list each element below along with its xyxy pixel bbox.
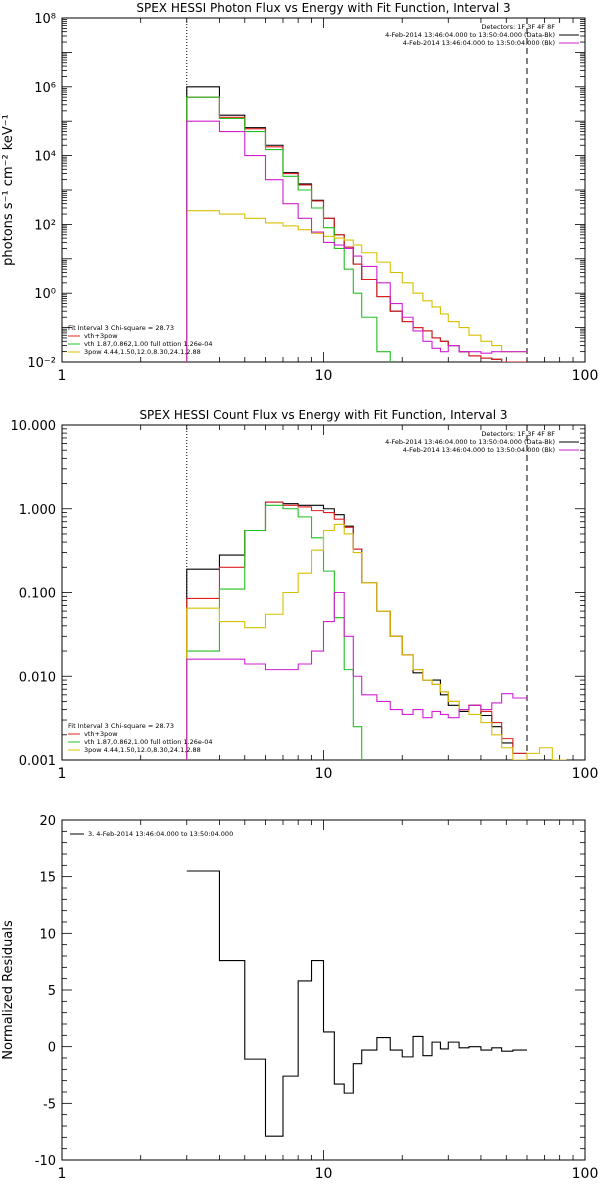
y-tick-label: 0.010 (19, 670, 56, 685)
x-tick-label: 100 (572, 1166, 599, 1182)
y-tick-label: 0.001 (19, 754, 56, 769)
legend-entry-text: 3pow 4.44,1.50,12.0,8.30,24.1,2.88 (84, 348, 201, 356)
legend-entry-text: 4-Feb-2014 13:46:04.000 to 13:50:04.000 … (403, 446, 555, 454)
legend-entry-text: vth+3pow (84, 332, 118, 340)
y-tick-label: -5 (43, 1097, 56, 1112)
y-tick-label: 10² (34, 218, 56, 233)
x-tick-label: 1 (58, 766, 67, 782)
y-tick-label: 20 (39, 814, 56, 829)
chart-panel-2: SPEX HESSI Count Flux vs Energy with Fit… (11, 408, 599, 782)
chart-panel-3: Normalized Residuals 1 10 100 -10 -5 0 5 10 15 20 3… (1, 814, 598, 1182)
legend-entry-text: vth+3pow (84, 730, 118, 738)
series-line-3pow (186, 523, 567, 760)
y-tick-label: 1.000 (19, 503, 56, 518)
x-tick-label: 100 (572, 368, 599, 384)
y-tick-label: 5 (48, 984, 56, 999)
legend-entry-text: 3pow 4.44,1.50,12.0,8.30,24.1,2.88 (84, 746, 201, 754)
y-tick-label: 10 (39, 927, 56, 942)
y-tick-label: 10⁴ (34, 150, 56, 165)
legend-entry-text: Detectors: 1F 3F 4F 8F (481, 23, 555, 31)
legend-entry-text: 3. 4-Feb-2014 13:46:04.000 to 13:50:04.0… (88, 830, 233, 838)
y-tick-label: 10.000 (11, 419, 57, 434)
legend-entry-text: Fit Interval 3 Chi-square = 28.73 (68, 722, 174, 730)
plot-frame (61, 17, 586, 363)
x-tick-label: 1 (58, 1166, 67, 1182)
legend-entry-text: 4-Feb-2014 13:46:04.000 to 13:50:04.000 … (403, 39, 555, 47)
series-line-bk (186, 120, 527, 362)
chart-title: SPEX HESSI Count Flux vs Energy with Fit… (139, 408, 507, 422)
legend-entry-text: Fit Interval 3 Chi-square = 28.73 (68, 324, 174, 332)
chart-panel-1: SPEX HESSI Photon Flux vs Energy with Fi… (1, 1, 599, 384)
chart-title: SPEX HESSI Photon Flux vs Energy with Fi… (136, 1, 510, 15)
legend-entry-text: Detectors: 1F 3F 4F 8F (481, 430, 555, 438)
series-line-residuals (186, 870, 527, 1137)
y-tick-label: 10⁸ (34, 12, 56, 27)
series-line-3pow (186, 210, 527, 362)
series-line-data-bk (186, 86, 527, 362)
series-line-vth (186, 504, 363, 760)
y-tick-label: 10⁰ (34, 287, 56, 302)
legend-entry-text: 4-Feb-2014 13:46:04.000 to 13:50:04.000 … (385, 31, 555, 39)
y-tick-label: 0 (48, 1041, 56, 1056)
x-tick-label: 10 (315, 368, 333, 384)
y-axis-label: Normalized Residuals (1, 920, 16, 1060)
x-tick-label: 100 (572, 766, 599, 782)
x-tick-label: 10 (315, 1166, 333, 1182)
series-line-vth-3pow (186, 96, 527, 362)
legend-entry-text: vth 1.87,0.862,1.00 full ottion 1.26e-04 (84, 738, 213, 746)
y-axis-label: photons s⁻¹ cm⁻² keV⁻¹ (1, 114, 16, 266)
y-tick-label: -10 (35, 1154, 56, 1169)
series-line-vth-3pow (186, 501, 527, 760)
legend-entry-text: 4-Feb-2014 13:46:04.000 to 13:50:04.000 … (385, 438, 555, 446)
legend-entry-text: vth 1.87,0.862,1.00 full ottion 1.26e-04 (84, 340, 213, 348)
x-tick-label: 10 (315, 766, 333, 782)
y-tick-label: 15 (39, 871, 56, 886)
x-tick-label: 1 (58, 368, 67, 384)
series-line-data-bk (186, 501, 527, 760)
series-line-bk (186, 591, 527, 760)
y-tick-label: 10⁻² (27, 356, 56, 371)
series-line-vth (186, 96, 391, 362)
y-tick-label: 0.100 (19, 587, 56, 602)
plot-frame (61, 424, 586, 761)
y-tick-label: 10⁶ (34, 81, 56, 96)
